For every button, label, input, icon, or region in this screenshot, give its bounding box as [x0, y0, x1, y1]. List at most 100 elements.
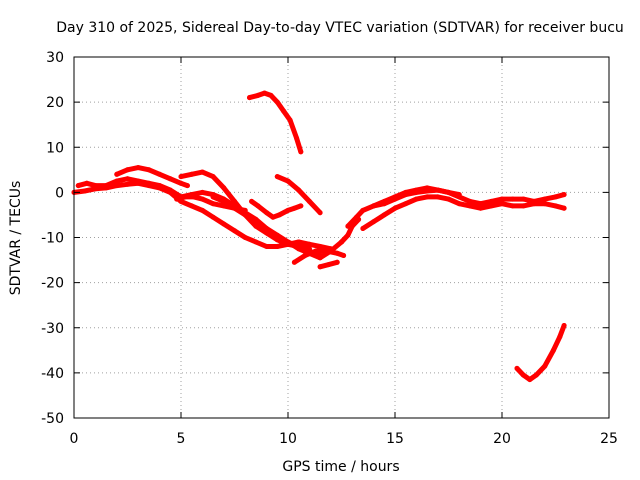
data-point: [313, 248, 319, 254]
data-point: [285, 239, 291, 245]
data-point: [146, 180, 152, 186]
data-point: [324, 248, 329, 254]
data-point: [199, 189, 205, 195]
data-point: [553, 194, 558, 200]
data-point: [371, 203, 377, 209]
data-point: [184, 183, 190, 189]
data-point: [82, 188, 88, 194]
data-point: [146, 167, 152, 173]
data-point: [478, 201, 484, 207]
data-point: [302, 253, 308, 258]
x-axis-ticks: 0 5 10 15 20 25: [70, 57, 618, 447]
y-tick-label: 20: [46, 95, 64, 111]
data-point: [291, 205, 297, 211]
data-point: [510, 196, 516, 202]
x-tick-label: 10: [279, 431, 297, 447]
data-point: [221, 185, 227, 191]
data-point: [561, 192, 567, 198]
data-point: [296, 244, 302, 249]
x-axis-label: GPS time / hours: [282, 459, 399, 475]
data-point: [499, 196, 505, 202]
y-tick-label: -30: [41, 321, 64, 337]
data-point: [435, 187, 441, 193]
gridlines: [74, 57, 609, 418]
data-point: [334, 250, 340, 256]
data-point: [294, 135, 300, 141]
data-point: [306, 246, 312, 252]
data-point: [446, 189, 451, 195]
data-point: [103, 183, 109, 189]
data-point: [499, 201, 505, 207]
data-point: [210, 214, 216, 220]
data-point: [514, 365, 520, 371]
data-point: [542, 196, 548, 202]
data-point: [488, 203, 494, 209]
data-point: [167, 187, 173, 193]
data-point: [221, 221, 227, 227]
data-point: [264, 244, 270, 249]
data-point: [84, 180, 90, 186]
data-point: [381, 198, 387, 204]
data-point: [306, 198, 312, 204]
data-point: [478, 205, 484, 211]
data-point: [157, 183, 163, 189]
data-point: [178, 174, 184, 180]
data-point: [232, 205, 237, 211]
data-point: [561, 323, 567, 328]
data-point: [446, 196, 451, 202]
data-point: [210, 174, 216, 180]
data-point: [467, 203, 473, 209]
data-point: [531, 201, 537, 207]
data-point: [125, 167, 130, 173]
y-axis-ticks: -50 -40 -30 -20 -10 0 10 20 30: [41, 50, 609, 427]
x-tick-label: 0: [70, 431, 79, 447]
data-point: [114, 178, 120, 184]
data-point: [253, 239, 259, 245]
data-point: [174, 196, 180, 202]
y-tick-label: 0: [55, 185, 64, 201]
x-tick-label: 15: [386, 431, 404, 447]
data-point: [191, 194, 197, 200]
data-point: [403, 189, 409, 195]
data-point: [527, 377, 533, 383]
data-point: [403, 201, 409, 207]
data-point: [520, 196, 526, 202]
data-point: [210, 194, 216, 200]
data-point: [210, 201, 216, 207]
data-point: [281, 108, 287, 114]
data-point: [199, 196, 205, 202]
data-point: [392, 194, 398, 200]
data-point: [542, 201, 548, 207]
data-point: [561, 205, 567, 211]
y-tick-label: 10: [46, 140, 64, 156]
data-point: [199, 169, 205, 175]
data-point: [189, 203, 195, 209]
data-point: [125, 176, 130, 182]
data-point: [341, 253, 347, 258]
data-point: [287, 117, 293, 123]
data-point: [221, 198, 227, 204]
data-point: [392, 205, 398, 211]
data-point: [114, 171, 120, 177]
data-point: [533, 372, 539, 378]
data-point: [456, 201, 462, 207]
data-point: [253, 219, 259, 225]
data-point: [199, 207, 205, 213]
data-point: [298, 203, 304, 209]
data-point: [520, 372, 526, 378]
data-point: [189, 171, 195, 177]
data-point: [488, 198, 494, 204]
data-point: [291, 259, 297, 265]
series-arc-7: [210, 194, 312, 252]
x-tick-label: 20: [493, 431, 511, 447]
data-point: [542, 363, 548, 369]
series-arc-13: [339, 216, 362, 245]
x-tick-label: 5: [177, 431, 186, 447]
data-point: [424, 185, 430, 191]
data-point: [424, 194, 430, 200]
data-point: [456, 192, 462, 198]
data-marks: [71, 90, 567, 383]
data-point: [255, 92, 261, 98]
data-point: [467, 198, 473, 204]
